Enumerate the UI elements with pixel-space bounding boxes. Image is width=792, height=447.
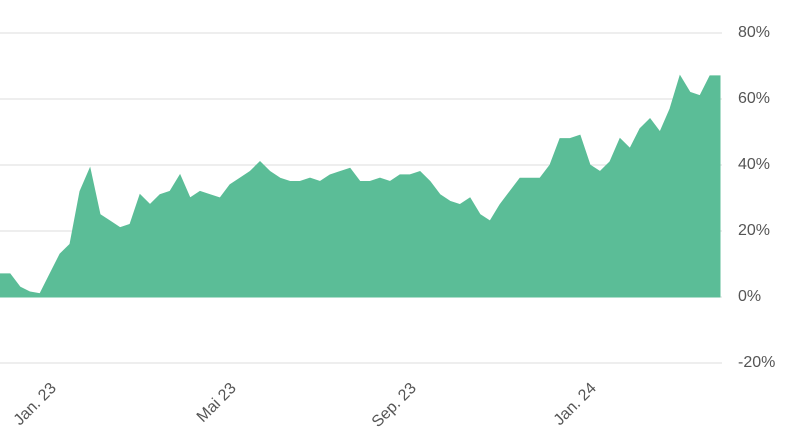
x-tick-label: Sep. 23	[369, 380, 420, 431]
y-tick-label: 40%	[738, 156, 770, 173]
x-tick-label: Mai 23	[194, 380, 240, 426]
y-tick-label: -20%	[738, 354, 775, 371]
area	[0, 74, 721, 298]
y-tick-label: 80%	[738, 24, 770, 41]
x-tick-label: Jan. 24	[551, 380, 600, 429]
x-tick-label: Jan. 23	[11, 380, 60, 429]
y-tick-label: 60%	[738, 90, 770, 107]
y-tick-label: 0%	[738, 288, 761, 305]
y-tick-label: 20%	[738, 222, 770, 239]
